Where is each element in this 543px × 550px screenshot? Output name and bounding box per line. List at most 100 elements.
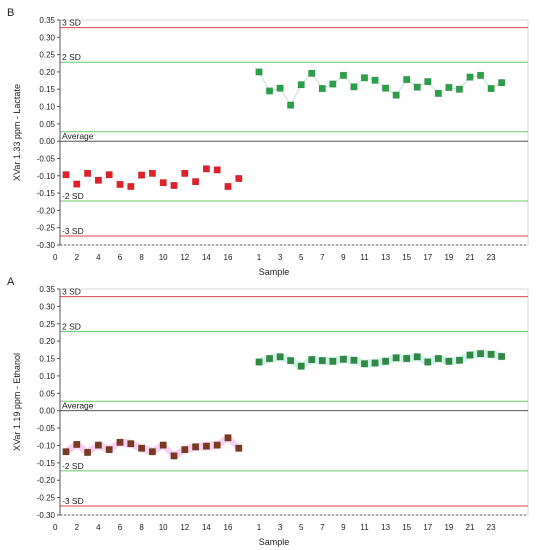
data-point <box>276 353 284 361</box>
data-point <box>308 356 316 364</box>
x-tick-label: 7 <box>320 253 325 262</box>
data-point <box>297 362 305 370</box>
data-point <box>371 76 379 84</box>
data-point <box>181 446 189 454</box>
y-tick-label: 0.35 <box>39 285 55 294</box>
x-tick-label: 2 <box>75 523 80 532</box>
y-tick-label: 0.15 <box>39 355 55 364</box>
y-tick-label: -0.20 <box>37 206 56 215</box>
data-point <box>477 350 485 358</box>
data-point <box>213 166 221 174</box>
limit-line-label: Average <box>62 131 94 141</box>
y-tick-label: -0.10 <box>37 441 56 450</box>
x-tick-label: 8 <box>139 523 144 532</box>
data-point <box>339 355 347 363</box>
x-tick-label: 16 <box>224 523 233 532</box>
x-tick-label: 1 <box>257 523 262 532</box>
x-tick-label: 3 <box>278 523 283 532</box>
data-point <box>371 359 379 367</box>
data-point <box>445 83 453 92</box>
y-tick-label: 0.10 <box>39 103 55 112</box>
data-point <box>360 74 369 82</box>
data-point <box>138 171 146 179</box>
x-tick-label: 17 <box>423 523 432 532</box>
data-point <box>255 358 263 366</box>
x-tick-label: 5 <box>299 253 304 262</box>
data-point <box>84 169 92 177</box>
data-point <box>224 434 232 442</box>
plot-frame <box>59 19 529 246</box>
data-point <box>94 176 102 184</box>
limit-line-label: 3 SD <box>62 18 81 28</box>
data-point <box>213 441 221 449</box>
data-point <box>73 440 81 448</box>
limit-line-label: 2 SD <box>62 321 81 331</box>
x-tick-label: 6 <box>118 253 123 262</box>
data-point <box>382 357 390 365</box>
y-tick-label: 0.10 <box>39 372 55 381</box>
limit-line-label: -2 SD <box>62 191 84 201</box>
data-point <box>477 71 485 79</box>
data-point <box>487 84 495 93</box>
data-point <box>116 438 124 446</box>
x-tick-label: 16 <box>224 253 233 262</box>
x-tick-label: 19 <box>444 523 453 532</box>
data-point <box>224 182 232 191</box>
data-point <box>235 444 243 452</box>
x-tick-label: 5 <box>299 523 304 532</box>
x-tick-label: 9 <box>341 523 346 532</box>
data-point <box>138 444 146 452</box>
y-tick-label: -0.15 <box>37 189 56 198</box>
data-point <box>308 69 316 77</box>
data-point <box>403 75 411 84</box>
x-tick-label: 21 <box>466 253 475 262</box>
data-point <box>202 165 210 173</box>
x-tick-label: 10 <box>159 523 168 532</box>
data-point <box>235 174 243 183</box>
y-tick-label: 0.25 <box>39 320 55 329</box>
data-point <box>318 357 326 365</box>
data-point <box>148 169 156 177</box>
data-point <box>413 83 421 91</box>
x-tick-label: 23 <box>487 253 496 262</box>
y-tick-label: -0.10 <box>37 172 56 181</box>
data-point <box>62 171 70 179</box>
data-point <box>127 182 135 191</box>
x-tick-label: 0 <box>53 523 58 532</box>
data-point <box>487 350 495 358</box>
limit-line-label: Average <box>62 401 94 411</box>
data-point <box>181 169 189 177</box>
data-point <box>392 354 400 362</box>
data-point <box>202 442 210 450</box>
x-tick-label: 6 <box>118 523 123 532</box>
data-point <box>498 352 506 361</box>
y-tick-label: -0.25 <box>37 224 56 233</box>
data-point <box>329 80 337 88</box>
data-point <box>455 356 463 364</box>
y-tick-label: -0.15 <box>37 459 56 468</box>
y-tick-label: 0.35 <box>39 16 55 25</box>
y-tick-label: 0.20 <box>39 68 55 77</box>
x-tick-label: 12 <box>180 523 189 532</box>
x-tick-label: 14 <box>202 253 211 262</box>
data-point <box>413 353 421 361</box>
y-tick-label: -0.05 <box>37 154 56 163</box>
y-tick-label: 0.15 <box>39 85 55 94</box>
limit-line-label: -3 SD <box>62 226 84 236</box>
data-point <box>403 354 411 363</box>
x-tick-label: 4 <box>96 253 101 262</box>
data-point <box>382 84 390 92</box>
data-point <box>455 85 463 93</box>
data-point <box>159 441 167 449</box>
data-point <box>192 178 200 186</box>
band-group-2 <box>259 349 502 371</box>
data-point <box>170 181 178 190</box>
panel-label: B <box>7 7 14 19</box>
data-point <box>105 171 113 179</box>
data-point <box>466 351 474 359</box>
y-tick-label: -0.25 <box>37 494 56 503</box>
data-point <box>84 448 92 456</box>
data-point <box>329 357 337 365</box>
y-tick-label: 0.05 <box>39 120 55 129</box>
x-tick-label: 11 <box>360 253 369 262</box>
